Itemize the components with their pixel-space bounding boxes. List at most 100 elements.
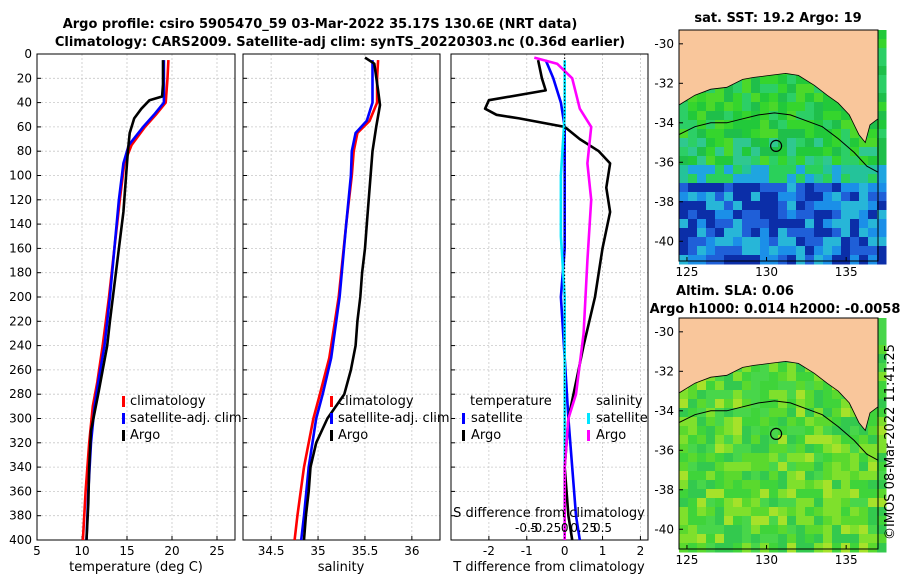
map-cell — [859, 201, 869, 211]
map-cell — [742, 174, 752, 184]
map-cell — [679, 210, 689, 220]
map-cell — [751, 480, 761, 490]
map-cell — [751, 381, 761, 391]
map-cell — [805, 507, 815, 517]
map-cell — [787, 426, 797, 436]
map-cell — [733, 408, 743, 418]
map-cell — [733, 246, 743, 256]
map-cell — [787, 165, 797, 175]
map-cell — [877, 372, 887, 382]
map-cell — [697, 381, 707, 391]
map-cell — [787, 498, 797, 508]
map-cell — [742, 219, 752, 229]
map-cell — [742, 426, 752, 436]
map-cell — [769, 93, 779, 103]
map-cell — [769, 525, 779, 535]
map-cell — [877, 462, 887, 472]
map-cell — [733, 165, 743, 175]
map-cell — [877, 345, 887, 355]
map-cell — [742, 111, 752, 121]
map-cell — [724, 255, 734, 265]
map-cell — [823, 471, 833, 481]
map-cell — [679, 435, 689, 445]
map-cell — [796, 390, 806, 400]
map-cell — [679, 516, 689, 526]
map-cell — [796, 498, 806, 508]
map-cell — [733, 507, 743, 517]
map-cell — [742, 516, 752, 526]
map-cell — [832, 147, 842, 157]
map-cell — [697, 183, 707, 193]
map-cell — [787, 471, 797, 481]
map-cell — [805, 156, 815, 166]
map-cell — [796, 120, 806, 130]
map-cell — [706, 237, 716, 247]
map-cell — [832, 435, 842, 445]
map-cell — [823, 525, 833, 535]
map-cell — [868, 471, 878, 481]
map-cell — [796, 210, 806, 220]
map-cell — [751, 246, 761, 256]
map-cell — [796, 453, 806, 463]
map-cell — [760, 390, 770, 400]
map-cell — [679, 534, 689, 544]
map-cell — [733, 543, 743, 553]
map-cell — [715, 156, 725, 166]
map-cell — [679, 507, 689, 517]
map-cell — [706, 399, 716, 409]
map-cell — [751, 156, 761, 166]
map-cell — [859, 174, 869, 184]
map-cell — [814, 498, 824, 508]
map-cell — [832, 192, 842, 202]
map-cell — [823, 534, 833, 544]
map-cell — [760, 246, 770, 256]
map-cell — [841, 165, 851, 175]
map-cell — [832, 489, 842, 499]
map-cell — [697, 399, 707, 409]
map-cell — [769, 435, 779, 445]
map-cell — [706, 165, 716, 175]
map-cell — [733, 372, 743, 382]
map-cell — [778, 516, 788, 526]
map-cell — [805, 129, 815, 139]
map-cell — [688, 516, 698, 526]
map-cell — [715, 435, 725, 445]
map-cell — [751, 174, 761, 184]
map-cell — [742, 93, 752, 103]
map-frame — [678, 29, 879, 262]
map-cell — [814, 246, 824, 256]
map-cell — [715, 534, 725, 544]
map-cell — [697, 165, 707, 175]
map-cell — [868, 156, 878, 166]
map-cell — [697, 525, 707, 535]
map-cell — [814, 426, 824, 436]
map-cell — [841, 444, 851, 454]
salinity-panel: 34.5 35 35.5 36 — [242, 53, 441, 558]
map-cell — [877, 147, 887, 157]
map-cell — [679, 543, 689, 553]
map-cell — [877, 417, 887, 427]
map-cell — [778, 93, 788, 103]
map-cell — [688, 219, 698, 229]
map-cell — [841, 426, 851, 436]
map-cell — [769, 102, 779, 112]
difference-panel: -2 -1 0 1 2 -0.5-0.25 0 0.250.5 — [450, 53, 649, 558]
map-cell — [796, 129, 806, 139]
map-cell — [697, 516, 707, 526]
x-tick-label: 25 — [209, 544, 224, 558]
y-tick-label: 260 — [9, 363, 32, 377]
map-cell — [688, 543, 698, 553]
map-cell — [769, 84, 779, 94]
map-cell — [679, 228, 689, 238]
map-cell — [688, 183, 698, 193]
map-cell — [814, 390, 824, 400]
map-cell — [751, 417, 761, 427]
map-cell — [679, 489, 689, 499]
map-cell — [841, 417, 851, 427]
map-cell — [715, 498, 725, 508]
map-cell — [796, 525, 806, 535]
map-cell — [742, 525, 752, 535]
map-cell — [724, 471, 734, 481]
map-cell — [751, 426, 761, 436]
map-cell — [733, 192, 743, 202]
